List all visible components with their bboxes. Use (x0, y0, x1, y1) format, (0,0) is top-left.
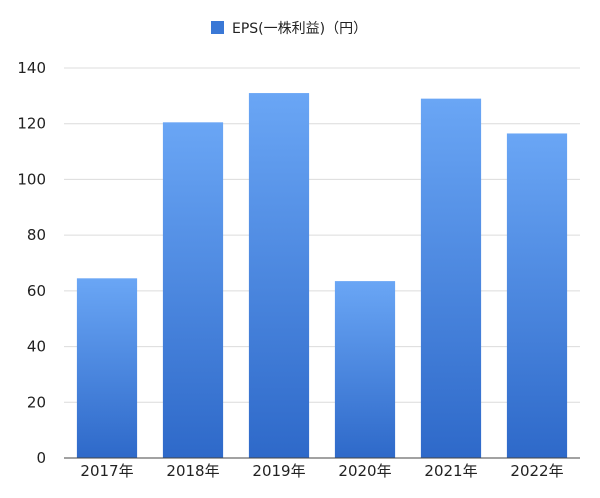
x-tick-label: 2018年 (166, 462, 219, 480)
y-tick-label: 100 (17, 170, 46, 188)
bars (76, 93, 568, 459)
x-tick-label: 2020年 (338, 462, 391, 480)
bar-2020年 (334, 281, 396, 458)
legend: EPS(一株利益)（円） (211, 21, 367, 37)
legend-label: EPS(一株利益)（円） (232, 21, 367, 37)
y-tick-label: 0 (36, 449, 46, 467)
x-tick-label: 2017年 (80, 462, 133, 480)
x-tick-label: 2021年 (424, 462, 477, 480)
y-tick-label: 120 (17, 115, 46, 133)
gridlines (64, 67, 580, 403)
legend-swatch (211, 21, 224, 34)
y-tick-label: 80 (27, 226, 46, 244)
bar-2017年 (76, 278, 138, 458)
y-tick-label: 60 (27, 282, 46, 300)
x-axis-ticks: 2017年 2018年 2019年 2020年 2021年 2022年 (80, 462, 563, 480)
bar-2021年 (420, 98, 482, 459)
x-tick-label: 2022年 (510, 462, 563, 480)
bar-2019年 (248, 93, 310, 459)
y-tick-label: 20 (27, 393, 46, 411)
y-tick-label: 40 (27, 338, 46, 356)
bar-2018年 (162, 122, 224, 459)
bar-2022年 (506, 133, 568, 458)
y-axis-ticks: 0 20 40 60 80 100 120 140 (17, 59, 46, 467)
x-tick-label: 2019年 (252, 462, 305, 480)
y-tick-label: 140 (17, 59, 46, 77)
